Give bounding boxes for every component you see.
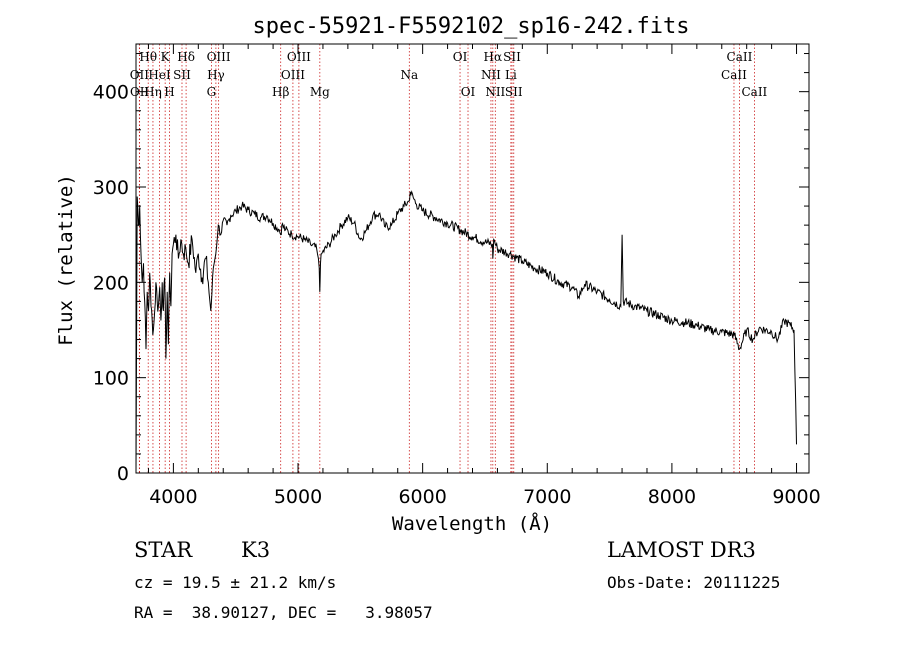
y-tick-label: 400 <box>93 82 129 104</box>
spectral-line-label: CaII <box>721 68 747 82</box>
spectral-line-label: NII <box>485 85 505 99</box>
spectral-line-label: Hγ <box>207 68 225 82</box>
spectral-line-label: Li <box>505 68 517 82</box>
spectral-line-label: H <box>164 85 174 99</box>
x-tick-label: 8000 <box>648 486 696 508</box>
spectral-line-label: Na <box>400 68 418 82</box>
spectral-line-label: SII <box>505 85 523 99</box>
y-tick-label: 0 <box>117 463 129 485</box>
x-axis-label: Wavelength (Å) <box>392 512 552 535</box>
spectral-line-label: G <box>207 85 217 99</box>
spectral-line-label: Hδ <box>177 50 195 64</box>
spectral-line-label: HeI <box>148 68 171 82</box>
spectral-line-label: Mg <box>310 85 330 99</box>
x-tick-label: 4000 <box>149 486 197 508</box>
y-axis-ticks: 0 100 200 300 400 <box>93 53 809 485</box>
x-tick-label: 6000 <box>398 486 446 508</box>
spectrum-line <box>135 190 797 474</box>
obs-date: Obs-Date: 20111225 <box>607 573 781 592</box>
spectral-line-label: Hθ <box>139 50 157 64</box>
survey-name: LAMOST DR3 <box>607 538 756 562</box>
x-axis-ticks: 4000 5000 6000 7000 8000 9000 <box>147 44 821 508</box>
spectral-line-label: CaII <box>727 50 753 64</box>
spectral-line-markers <box>138 44 755 473</box>
coordinates-text: RA = 38.90127, DEC = 3.98057 <box>134 603 433 622</box>
x-tick-label: 5000 <box>274 486 322 508</box>
spectral-line-label: OI <box>453 50 468 64</box>
chart-title: spec-55921-F5592102_sp16-242.fits <box>252 14 689 39</box>
y-axis-label: Flux (relative) <box>55 174 77 346</box>
spectral-line-label: Hη <box>144 85 162 99</box>
spectral-line-label: SII <box>173 68 191 82</box>
object-class: STAR <box>134 538 193 562</box>
spectral-line-label: OIII <box>287 50 311 64</box>
x-tick-label: 7000 <box>523 486 571 508</box>
spectral-line-label: OIII <box>207 50 231 64</box>
y-tick-label: 200 <box>93 272 129 294</box>
y-tick-label: 100 <box>93 368 129 390</box>
y-tick-label: 300 <box>93 177 129 199</box>
redshift-text: cz = 19.5 ± 21.2 km/s <box>134 573 337 592</box>
spectral-line-label: OIII <box>281 68 305 82</box>
spectral-line-label: Hα <box>484 50 503 64</box>
spectral-line-label: CaII <box>741 85 767 99</box>
plot-frame <box>135 43 810 474</box>
spectral-line-label: OII <box>130 68 150 82</box>
spectral-line-label: K <box>161 50 171 64</box>
object-subclass: K3 <box>241 538 271 562</box>
spectral-line-label: Hβ <box>272 85 289 99</box>
x-tick-label: 9000 <box>772 486 820 508</box>
spectral-line-label: OI <box>461 85 476 99</box>
spectral-line-label: SII <box>503 50 521 64</box>
spectral-line-label: NII <box>481 68 501 82</box>
